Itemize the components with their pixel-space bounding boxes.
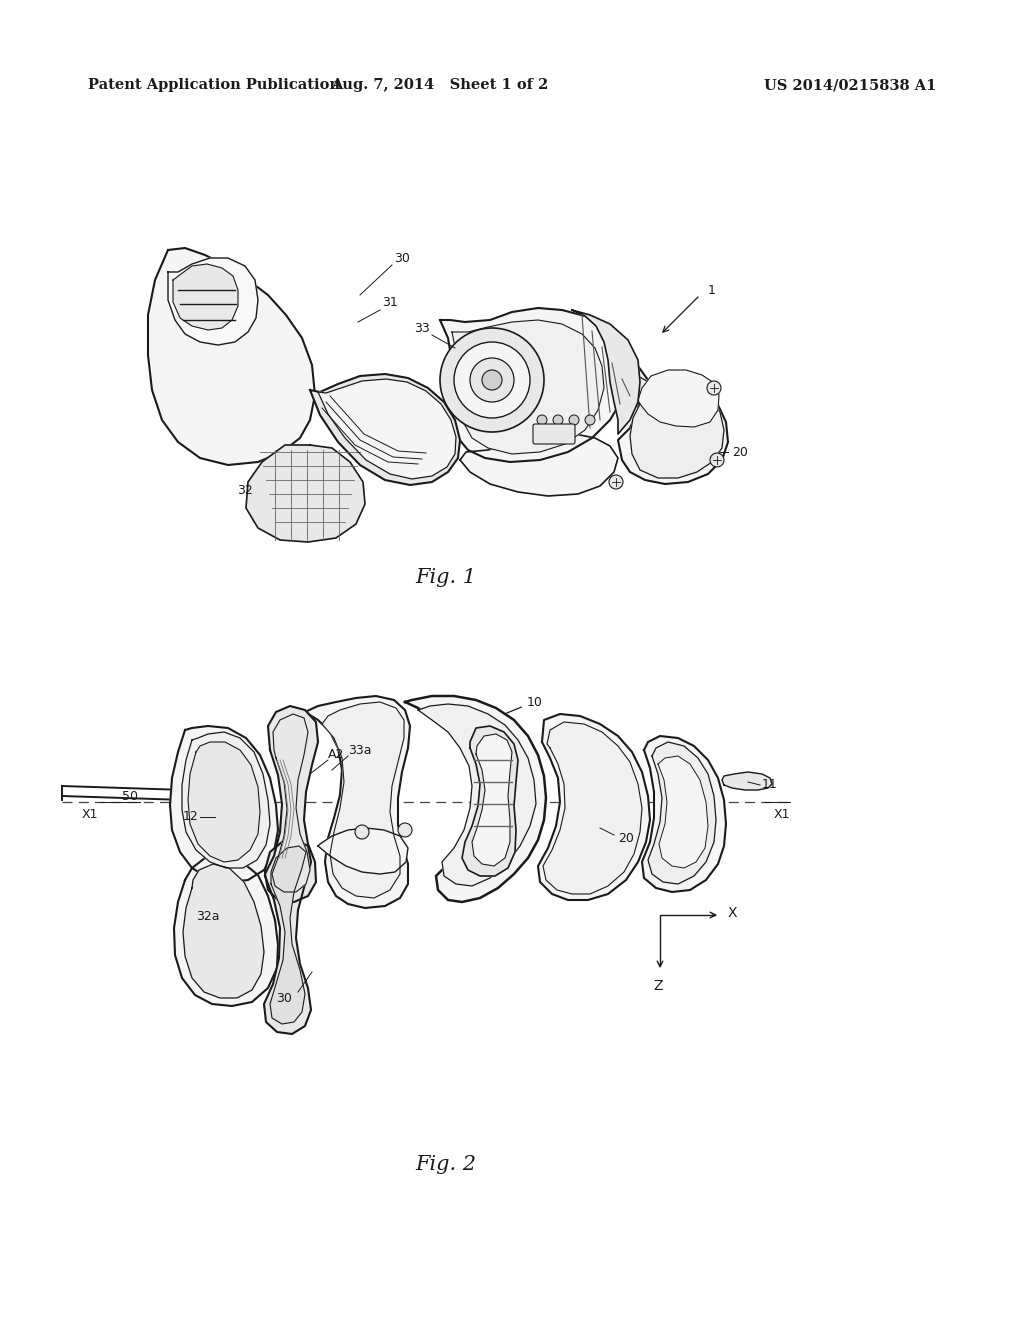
Polygon shape — [440, 308, 628, 462]
Text: Fig. 1: Fig. 1 — [415, 568, 476, 587]
Text: 1: 1 — [708, 284, 716, 297]
Polygon shape — [658, 756, 708, 869]
Text: 30: 30 — [394, 252, 410, 264]
Text: X: X — [728, 906, 737, 920]
Polygon shape — [170, 726, 278, 882]
Text: Aug. 7, 2014   Sheet 1 of 2: Aug. 7, 2014 Sheet 1 of 2 — [332, 78, 549, 92]
Polygon shape — [462, 726, 518, 876]
Polygon shape — [168, 257, 258, 345]
Polygon shape — [246, 445, 365, 543]
Text: Patent Application Publication: Patent Application Publication — [88, 78, 340, 92]
Polygon shape — [174, 855, 278, 1006]
Polygon shape — [722, 772, 772, 789]
Circle shape — [609, 475, 623, 488]
Polygon shape — [270, 846, 306, 1024]
Polygon shape — [648, 742, 716, 884]
Polygon shape — [265, 706, 318, 902]
Text: 33a: 33a — [348, 743, 372, 756]
Polygon shape — [630, 362, 724, 478]
Polygon shape — [182, 733, 270, 869]
Text: 32a: 32a — [197, 909, 220, 923]
Polygon shape — [305, 696, 410, 908]
Text: X1: X1 — [774, 808, 791, 821]
Circle shape — [537, 414, 547, 425]
Circle shape — [482, 370, 502, 389]
Polygon shape — [543, 722, 642, 894]
Polygon shape — [638, 370, 719, 426]
Text: 10: 10 — [527, 696, 543, 709]
Text: 33: 33 — [414, 322, 430, 335]
Circle shape — [710, 453, 724, 467]
Polygon shape — [460, 434, 618, 496]
Polygon shape — [642, 737, 726, 892]
Polygon shape — [572, 310, 640, 434]
Polygon shape — [148, 248, 315, 465]
Polygon shape — [183, 865, 264, 998]
Polygon shape — [188, 742, 260, 862]
Text: 20: 20 — [618, 832, 634, 845]
Polygon shape — [310, 374, 460, 484]
Text: 11: 11 — [762, 779, 778, 792]
Circle shape — [454, 342, 530, 418]
Polygon shape — [452, 319, 604, 454]
Text: 32: 32 — [238, 483, 253, 496]
Circle shape — [470, 358, 514, 403]
Polygon shape — [318, 379, 456, 479]
Polygon shape — [406, 696, 546, 902]
Polygon shape — [272, 714, 310, 892]
Polygon shape — [173, 264, 238, 330]
Text: A2: A2 — [328, 747, 344, 760]
Text: X1: X1 — [82, 808, 98, 821]
Polygon shape — [318, 828, 408, 874]
FancyBboxPatch shape — [534, 424, 575, 444]
Text: 12: 12 — [182, 810, 198, 824]
Polygon shape — [418, 704, 536, 886]
Circle shape — [707, 381, 721, 395]
Circle shape — [398, 822, 412, 837]
Polygon shape — [472, 734, 512, 866]
Polygon shape — [322, 702, 404, 898]
Polygon shape — [264, 840, 311, 1034]
Text: 30: 30 — [276, 991, 292, 1005]
Text: Fig. 2: Fig. 2 — [415, 1155, 476, 1173]
Text: 20: 20 — [732, 446, 748, 458]
Text: 31: 31 — [382, 297, 398, 309]
Text: Z: Z — [653, 979, 663, 993]
Text: 50: 50 — [122, 789, 138, 803]
Circle shape — [569, 414, 579, 425]
Circle shape — [585, 414, 595, 425]
Polygon shape — [538, 714, 650, 900]
Polygon shape — [618, 355, 728, 484]
Text: US 2014/0215838 A1: US 2014/0215838 A1 — [764, 78, 936, 92]
Circle shape — [553, 414, 563, 425]
Circle shape — [440, 327, 544, 432]
Circle shape — [355, 825, 369, 840]
